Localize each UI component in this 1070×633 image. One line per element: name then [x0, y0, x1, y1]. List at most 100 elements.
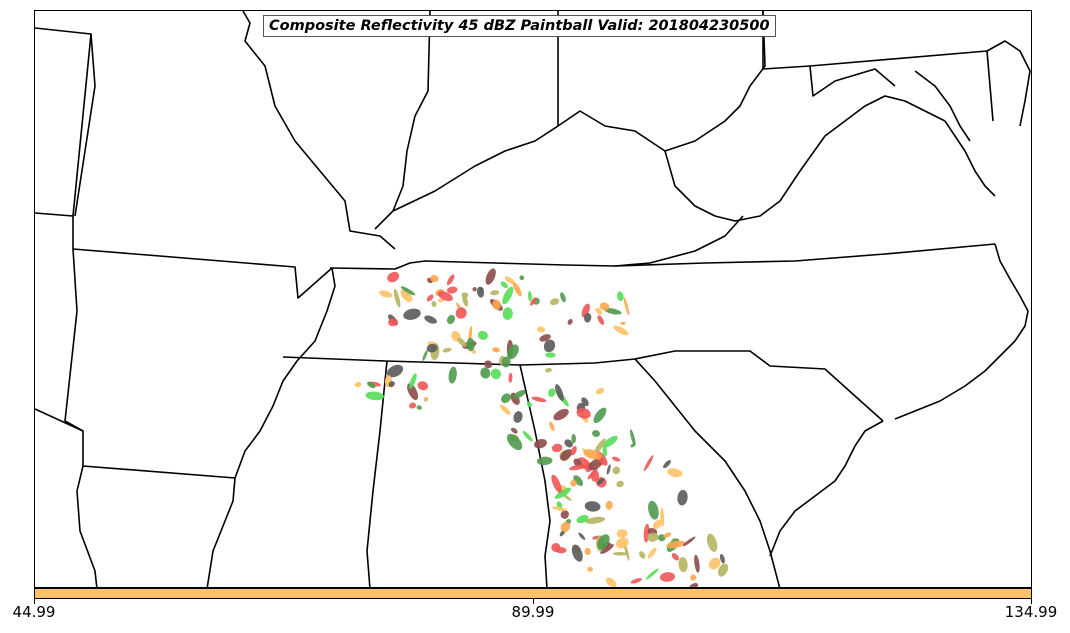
paintball-cell: [426, 294, 434, 302]
paintball-cell: [499, 404, 511, 415]
paintball-cell: [492, 347, 501, 353]
paintball-cell: [573, 475, 584, 486]
paintball-cell: [501, 356, 511, 368]
paintball-cell: [599, 302, 610, 311]
paintball-cell: [569, 464, 587, 471]
paintball-cell: [422, 350, 428, 361]
paintball-cell: [597, 478, 604, 485]
paintball-cell: [630, 442, 636, 448]
paintball-cell: [647, 547, 657, 559]
paintball-cell: [386, 364, 404, 378]
paintball-cell: [388, 318, 398, 327]
paintball-cell: [507, 344, 519, 360]
paintball-cell: [671, 553, 680, 561]
paintball-cell: [571, 544, 583, 562]
colorbar-tick-mark-min: [34, 599, 35, 604]
paintball-cell: [457, 337, 467, 347]
paintball-cell: [504, 276, 516, 285]
paintball-cell: [477, 330, 488, 340]
paintball-cell: [500, 281, 508, 289]
paintball-cell: [567, 319, 573, 325]
paintball-cell: [612, 466, 621, 475]
paintball-cell: [466, 337, 475, 352]
paintball-cell: [581, 397, 589, 407]
paintball-cell: [354, 381, 362, 388]
paintball-cell: [595, 387, 605, 395]
paintball-cell: [455, 307, 467, 319]
paintball-cell: [645, 568, 659, 580]
paintball-cell: [543, 339, 556, 353]
paintball-cell: [616, 480, 624, 488]
paintball-cell: [615, 537, 629, 549]
paintball-cell: [536, 456, 553, 466]
map-canvas: [35, 11, 1031, 587]
paintball-cell: [513, 282, 522, 297]
paintball-cell: [597, 534, 610, 550]
colorbar-tick-mark-max: [1031, 599, 1032, 604]
paintball-cell: [513, 389, 526, 399]
paintball-cell: [388, 381, 395, 388]
paintball-cell: [666, 540, 686, 549]
paintball-cell: [553, 408, 569, 421]
paintball-cell: [446, 274, 455, 286]
paintball-cell: [570, 479, 577, 487]
paintball-cell: [551, 506, 568, 512]
paintball-cell: [522, 431, 533, 442]
paintball-cell: [584, 501, 601, 512]
paintball-cell: [442, 347, 452, 353]
paintball-cell: [409, 373, 417, 389]
paintball-cell: [689, 583, 699, 587]
paintball-cell: [706, 533, 718, 552]
paintball-cell: [367, 381, 376, 389]
paintball-cell: [659, 572, 676, 582]
paintball-cell: [502, 307, 513, 320]
paintball-cell: [403, 308, 421, 320]
paintball-cell: [682, 536, 696, 547]
paintball-cell: [393, 288, 401, 308]
paintball-cell: [446, 314, 456, 325]
paintball-cell: [555, 384, 564, 401]
paintball-cell: [446, 286, 458, 294]
colorbar-tick-min: 44.99: [12, 603, 56, 621]
paintball-cell: [639, 551, 646, 559]
paintball-cell: [570, 445, 577, 456]
colorbar: [34, 588, 1032, 599]
paintball-cell: [600, 544, 614, 554]
paintball-cell: [437, 298, 445, 303]
paintball-cell: [545, 367, 552, 373]
paintball-cell: [648, 500, 659, 520]
paintball-cell: [472, 287, 477, 292]
paintball-cell: [613, 325, 629, 336]
paintball-cell: [576, 515, 589, 524]
map-title: Composite Reflectivity 45 dBZ Paintball …: [263, 15, 776, 37]
paintball-cell: [647, 532, 659, 542]
paintball-cell: [560, 292, 566, 303]
paintball-cell: [560, 510, 569, 519]
paintball-cell: [545, 352, 556, 358]
paintball-cell: [423, 396, 429, 402]
paintball-cell: [527, 291, 532, 302]
paintball-cell: [678, 557, 688, 573]
paintball-cell: [519, 275, 525, 281]
paintball-cell: [551, 474, 562, 493]
paintball-cell: [694, 554, 700, 573]
paintball-cell: [539, 334, 551, 342]
paintball-cell: [663, 460, 671, 469]
paintball-cell: [510, 427, 518, 434]
paintball-cell: [555, 547, 567, 554]
paintball-cell: [480, 367, 491, 379]
paintball-cell: [717, 563, 729, 577]
paintball-cell: [492, 299, 501, 310]
paintball-cell: [663, 532, 672, 538]
paintball-cell: [616, 529, 628, 538]
paintball-cell: [490, 290, 500, 296]
colorbar-tick-mid: 89.99: [511, 603, 555, 621]
paintball-cell: [597, 315, 605, 325]
paintball-cell: [430, 275, 439, 283]
paintball-cell: [508, 372, 513, 383]
paintball-cell: [431, 301, 437, 307]
paintball-cell: [590, 470, 600, 482]
paintball-cell: [513, 411, 523, 423]
paintball-cell: [602, 435, 618, 448]
paintball-cell: [426, 343, 438, 353]
